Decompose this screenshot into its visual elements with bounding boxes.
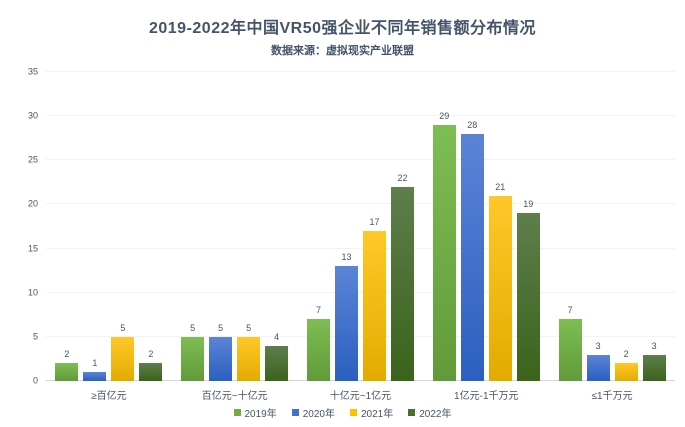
gridline [46, 335, 675, 337]
legend-item-2022年: 2022年 [408, 405, 452, 420]
bar-value-label: 5 [190, 322, 196, 333]
bar-group: 7 3 2 3 ≤1千万元 [558, 72, 666, 402]
bar-value-label: 5 [218, 322, 224, 333]
bar-2021年: 5 [237, 323, 261, 381]
legend-label: 2021年 [361, 409, 394, 420]
x-axis-line [46, 380, 675, 381]
gridline [46, 115, 675, 117]
bar-value-label: 2 [64, 349, 70, 360]
bar-2021年: 21 [488, 182, 512, 381]
bar-value-label: 2 [623, 349, 629, 360]
y-tick-label: 0 [32, 375, 38, 386]
bar-value-label: 7 [315, 305, 321, 316]
legend-label: 2020年 [302, 409, 335, 420]
bar-2022年: 3 [642, 341, 666, 381]
bar-value-label: 1 [92, 358, 98, 369]
bar-value-label: 5 [246, 322, 252, 333]
legend-label: 2022年 [419, 409, 452, 420]
bar-2020年: 13 [334, 253, 358, 381]
bar-2020年: 1 [83, 359, 107, 381]
bar-2022年: 4 [265, 332, 289, 381]
bar-2020年: 3 [586, 341, 610, 381]
legend-item-2021年: 2021年 [350, 405, 393, 420]
y-tick-label: 20 [27, 198, 38, 209]
bar-value-label: 22 [397, 172, 408, 183]
bar-2019年: 7 [558, 306, 582, 381]
y-tick-label: 15 [27, 243, 38, 254]
bar-value-label: 29 [439, 110, 450, 121]
chart-subtitle: 数据来源：虚拟现实产业联盟 [271, 45, 414, 57]
bar-group: 7 13 17 22 十亿元~1亿元 [306, 72, 414, 402]
bar-group: 2 1 5 2 ≥百亿元 [55, 72, 163, 402]
bar-value-label: 21 [495, 181, 506, 192]
legend-swatch-icon [350, 409, 357, 416]
bar-group: 29 28 21 19 1亿元-1千万元 [432, 72, 540, 402]
bar-value-label: 7 [567, 305, 573, 316]
plot-groups: 2 1 5 2 ≥百亿元 5 5 5 4 百亿元~十亿元 7 13 17 22 十亿元~1亿元 29 28 21 1… [46, 72, 675, 402]
bar-value-label: 3 [651, 340, 657, 351]
gridline [46, 71, 675, 72]
bar-value-label: 28 [467, 119, 478, 130]
chart-title: 2019-2022年中国VR50强企业不同年销售额分布情况 [148, 20, 537, 37]
y-tick-label: 30 [27, 110, 38, 121]
legend-swatch-icon [408, 409, 416, 416]
bar-2021年: 2 [614, 350, 638, 381]
legend: 2019年 2020年 2021年 2022年 [0, 405, 685, 420]
bar-value-label: 4 [274, 331, 280, 342]
gridline [46, 247, 675, 249]
category-label: ≤1千万元 [591, 391, 633, 402]
gridline [46, 159, 675, 161]
bar-2020年: 5 [209, 323, 233, 381]
bar-2020年: 28 [460, 120, 484, 381]
legend-item-2019年: 2019年 [233, 405, 277, 420]
bar-2019年: 2 [55, 350, 79, 381]
bar-value-label: 5 [120, 322, 126, 333]
bar-2022年: 2 [139, 350, 163, 381]
category-label: 1亿元-1千万元 [454, 391, 519, 402]
plot-area: 2 1 5 2 ≥百亿元 5 5 5 4 百亿元~十亿元 7 13 17 22 十亿元~1亿元 29 28 21 1… [46, 71, 675, 402]
bar-value-label: 3 [595, 340, 601, 351]
legend-item-2020年: 2020年 [291, 405, 335, 420]
gridline [46, 203, 675, 205]
bar-2019年: 5 [181, 323, 205, 381]
legend-label: 2019年 [244, 409, 277, 420]
legend-swatch-icon [233, 409, 241, 416]
y-tick-label: 35 [27, 66, 38, 77]
bar-2019年: 29 [432, 111, 456, 381]
bar-2019年: 7 [306, 306, 330, 381]
category-label: 十亿元~1亿元 [329, 391, 392, 402]
y-axis: 0 5 10 15 20 25 30 35 [0, 67, 38, 385]
y-tick-label: 25 [27, 154, 38, 165]
gridline [46, 291, 675, 293]
bar-value-label: 17 [369, 216, 380, 227]
bar-value-label: 19 [523, 199, 534, 210]
category-label: 百亿元~十亿元 [201, 391, 268, 402]
bar-2022年: 19 [516, 200, 540, 381]
bar-2021年: 5 [111, 323, 135, 381]
bar-2021年: 17 [362, 217, 386, 381]
y-tick-label: 10 [27, 287, 38, 298]
legend-swatch-icon [291, 409, 299, 416]
bar-group: 5 5 5 4 百亿元~十亿元 [181, 72, 289, 402]
bar-value-label: 2 [148, 349, 154, 360]
y-tick-label: 5 [32, 331, 38, 342]
bar-value-label: 13 [341, 252, 352, 263]
bar-2022年: 22 [390, 173, 414, 381]
category-label: ≥百亿元 [91, 391, 127, 402]
